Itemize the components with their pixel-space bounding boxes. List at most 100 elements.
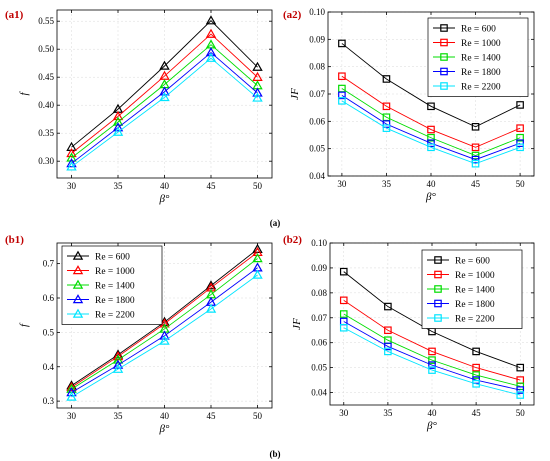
legend-marker	[72, 294, 84, 304]
y-tick-label: 0.04	[311, 388, 327, 398]
y-axis-label: JF	[289, 88, 301, 100]
data-point	[159, 330, 170, 340]
data-point	[384, 347, 392, 356]
data-point	[339, 296, 348, 305]
legend-marker	[440, 67, 448, 76]
panel-label-b2: (b2)	[283, 234, 302, 246]
data-point	[471, 143, 480, 152]
panel-label-a1: (a1)	[5, 9, 24, 21]
legend-marker	[72, 308, 84, 318]
x-tick-label: 35	[382, 179, 392, 189]
x-tick-label: 40	[160, 181, 170, 191]
series-line	[71, 258, 258, 390]
legend-label: Re = 1000	[461, 39, 501, 49]
series-line	[71, 20, 258, 148]
y-tick-label: 0.09	[311, 263, 327, 273]
data-point	[159, 60, 170, 70]
series-b1-4	[66, 269, 263, 401]
data-point	[516, 101, 524, 109]
data-point	[471, 122, 480, 131]
data-point	[252, 87, 263, 97]
series-line	[341, 100, 521, 165]
legend-marker	[434, 256, 442, 264]
legend-label: Re = 2200	[95, 311, 135, 321]
data-point	[471, 155, 480, 164]
series-line	[343, 299, 521, 381]
x-tick-label: 30	[337, 179, 347, 189]
series-line	[71, 44, 258, 159]
y-tick-label: 0.40	[38, 100, 54, 110]
y-tick-label: 0.05	[311, 363, 327, 373]
data-point	[428, 366, 436, 374]
data-point	[516, 363, 525, 372]
chart-b1: 0.3 0.4 0.5 0.6 0.7 30 35 40 45 50 β° f (b1) Re = 600…	[5, 234, 273, 435]
data-point	[112, 363, 124, 373]
data-point	[472, 363, 480, 372]
x-tick-label: 35	[383, 408, 393, 418]
legend-b2: Re = 600 Re = 1000 Re = 1400 Re = 1800 Re = …	[421, 249, 523, 329]
data-point	[516, 124, 524, 132]
data-point	[112, 354, 124, 364]
data-point	[516, 391, 525, 399]
legend-marker	[440, 82, 448, 90]
data-point	[338, 72, 346, 81]
data-point	[252, 92, 263, 102]
panel-label-a2: (a2)	[283, 9, 302, 21]
chart-a1: 0.30 0.35 0.40 0.45 0.50 0.55 30 35 40 45 50 β° f (a1…	[5, 9, 273, 205]
y-tick-label: 0.08	[309, 62, 325, 72]
x-tick-label: 50	[516, 179, 526, 189]
series-a2-0	[338, 39, 524, 131]
x-tick-label: 45	[206, 181, 216, 191]
panel-label-b1: (b1)	[5, 234, 24, 246]
x-tick-label: 45	[471, 179, 481, 189]
series-line	[343, 327, 521, 396]
data-point	[112, 110, 124, 121]
series-a2-3	[338, 91, 524, 164]
y-axis-label: f	[18, 322, 30, 327]
y-tick-label: 0.35	[38, 128, 54, 138]
legend-label: Re = 1400	[95, 282, 135, 292]
data-point	[428, 356, 436, 364]
y-tick-label: 0.5	[43, 327, 55, 337]
legend-label: Re = 2200	[461, 83, 501, 93]
data-point	[339, 310, 348, 318]
data-point	[112, 122, 124, 132]
series-line	[341, 75, 521, 148]
data-point	[112, 126, 124, 136]
data-point	[252, 61, 263, 71]
x-axis-label: β°	[159, 423, 170, 435]
data-point	[252, 269, 263, 279]
data-point	[66, 161, 77, 171]
data-point	[66, 381, 77, 392]
legend-label: Re = 600	[95, 253, 130, 263]
data-point	[159, 335, 170, 345]
legend-label: Re = 1800	[95, 296, 135, 306]
x-tick-label: 35	[114, 181, 124, 191]
y-axis-label: f	[18, 91, 30, 96]
data-point	[112, 359, 124, 369]
y-tick-label: 0.7	[43, 259, 55, 269]
data-point	[471, 159, 480, 168]
caption-b: (b)	[270, 449, 281, 459]
data-point	[384, 302, 392, 311]
series-line	[71, 274, 258, 398]
data-point	[159, 91, 170, 102]
data-point	[427, 139, 435, 148]
legend-label: Re = 1800	[455, 300, 495, 310]
legend-label: Re = 1400	[461, 54, 501, 64]
legend-label: Re = 2200	[455, 315, 495, 325]
legend-marker	[440, 24, 448, 32]
legend-marker	[72, 279, 84, 289]
legend-marker	[72, 265, 84, 275]
data-point	[384, 326, 392, 335]
y-tick-label: 0.10	[311, 238, 327, 248]
y-tick-label: 0.6	[43, 293, 55, 303]
y-tick-label: 0.06	[311, 338, 327, 348]
legend-label: Re = 1800	[461, 68, 501, 78]
data-point	[338, 91, 346, 100]
series-line	[71, 33, 258, 154]
legend-marker	[434, 270, 442, 279]
data-point	[427, 102, 435, 111]
series-line	[71, 248, 258, 387]
